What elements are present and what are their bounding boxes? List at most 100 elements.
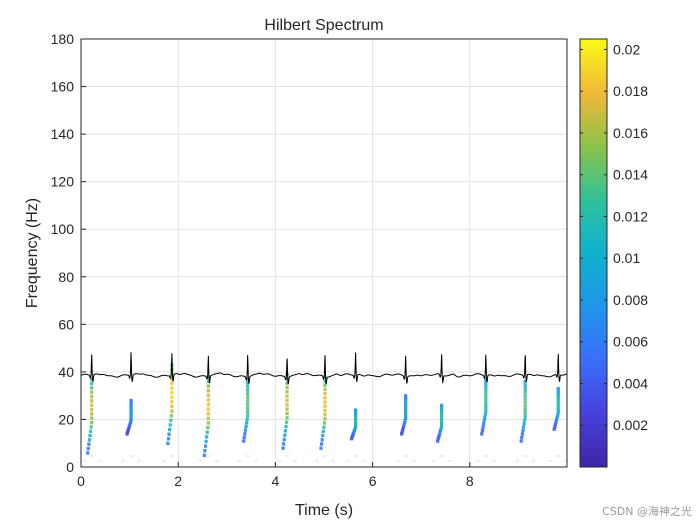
spectrum-cell xyxy=(282,442,286,446)
spectrum-cell xyxy=(246,381,250,385)
spectrum-cell xyxy=(125,432,129,436)
x-axis-label: Time (s) xyxy=(295,502,353,519)
spectrum-streaks xyxy=(81,363,569,462)
spectrum-faint-cell xyxy=(161,459,166,462)
spectrum-faint-cell xyxy=(121,459,126,462)
spectrum-faint-cell xyxy=(81,459,86,462)
spectrum-cell xyxy=(129,406,133,411)
spectrum-cell xyxy=(484,387,488,391)
spectrum-streak xyxy=(161,363,182,462)
spectrum-cell xyxy=(321,433,325,438)
spectrum-cell xyxy=(556,396,560,400)
spectrum-cell xyxy=(166,437,171,441)
spectrum-cell xyxy=(285,398,289,403)
x-tick-label: 8 xyxy=(466,473,474,489)
spectrum-streak xyxy=(81,377,102,462)
spectrum-cell xyxy=(401,427,405,432)
colorbar xyxy=(579,38,608,468)
spectrum-cell xyxy=(440,420,444,424)
spectrum-cell xyxy=(206,379,210,384)
spectrum-cell xyxy=(285,377,289,381)
spectrum-cell xyxy=(404,416,408,420)
spectrum-cell xyxy=(90,403,94,407)
spectrum-cell xyxy=(126,428,130,432)
spectrum-cell xyxy=(556,387,560,391)
spectrum-cell xyxy=(404,403,408,407)
spectrum-cell xyxy=(129,408,133,413)
spectrum-cell xyxy=(206,384,210,388)
spectrum-cell xyxy=(521,428,525,433)
spectrum-faint-cell xyxy=(293,459,298,462)
spectrum-streak xyxy=(395,394,416,462)
spectrum-cell xyxy=(246,406,250,411)
spectrum-cell xyxy=(523,411,527,415)
spectrum-faint-cell xyxy=(491,459,496,462)
spectrum-cell xyxy=(129,418,133,422)
spectrum-streak xyxy=(431,403,452,462)
spectrum-cell xyxy=(553,422,558,427)
spectrum-cell xyxy=(284,424,288,429)
x-tick-label: 2 xyxy=(174,473,182,489)
spectrum-cell xyxy=(285,403,289,407)
spectrum-streak xyxy=(345,408,366,462)
spectrum-cell xyxy=(440,414,444,418)
spectrum-cell xyxy=(556,406,560,410)
spectrum-cell xyxy=(437,433,441,437)
spectrum-faint-cell xyxy=(439,455,444,458)
spectrum-faint-cell xyxy=(523,455,528,458)
spectrum-cell xyxy=(523,379,527,384)
x-tick-label: 6 xyxy=(369,473,377,489)
spectrum-cell xyxy=(484,390,488,394)
spectrum-cell xyxy=(523,400,527,405)
spectrum-cell xyxy=(129,412,133,417)
x-tick-label: 0 xyxy=(77,473,85,489)
spectrum-faint-cell xyxy=(556,455,561,458)
spectrum-cell xyxy=(440,405,444,410)
spectrum-cell xyxy=(90,377,94,381)
spectrum-faint-cell xyxy=(403,455,408,458)
spectrum-cell xyxy=(285,411,289,416)
spectrum-cell xyxy=(484,383,488,388)
spectrum-cell xyxy=(400,432,404,436)
spectrum-cell xyxy=(556,398,560,403)
spectrum-cell xyxy=(520,432,524,436)
spectrum-cell xyxy=(403,418,407,423)
spectrum-cell xyxy=(523,386,527,391)
spectrum-cell xyxy=(285,381,289,385)
spectrum-cell xyxy=(323,404,327,408)
spectrum-faint-cell xyxy=(431,459,436,462)
spectrum-cell xyxy=(129,416,133,420)
spectrum-cell xyxy=(283,433,287,437)
spectrum-faint-cell xyxy=(548,459,553,462)
spectrum-cell xyxy=(438,428,443,433)
spectrum-cell xyxy=(90,394,94,399)
spectrum-cell xyxy=(285,385,289,390)
spectrum-cell xyxy=(246,402,250,407)
spectrum-cell xyxy=(482,419,486,423)
spectrum-cell xyxy=(202,453,206,458)
spectrum-cell xyxy=(169,418,173,423)
spectrum-cell xyxy=(556,403,560,408)
spectrum-cell xyxy=(206,402,210,407)
spectrum-faint-cell xyxy=(564,459,569,462)
spectrum-cell xyxy=(204,439,208,444)
spectrum-cell xyxy=(285,416,289,420)
spectrum-faint-cell xyxy=(253,459,258,462)
spectrum-cell xyxy=(90,407,94,412)
spectrum-cell xyxy=(128,420,133,424)
spectrum-faint-cell xyxy=(322,455,327,458)
spectrum-cell xyxy=(129,404,133,409)
spectrum-cell xyxy=(243,428,248,432)
spectrum-cell xyxy=(206,412,210,416)
spectrum-faint-cell xyxy=(314,459,319,462)
plot-area-frame xyxy=(80,38,568,468)
spectrum-cell xyxy=(484,377,488,381)
spectrum-faint-cell xyxy=(198,459,203,462)
spectrum-cell xyxy=(439,426,443,431)
spectrum-cell xyxy=(206,388,210,393)
spectrum-cell xyxy=(281,446,285,450)
spectrum-cell xyxy=(484,400,488,404)
spectrum-cell xyxy=(129,414,133,418)
colorbar-tick-label: 0.014 xyxy=(613,167,648,183)
spectrum-cell xyxy=(205,430,209,434)
